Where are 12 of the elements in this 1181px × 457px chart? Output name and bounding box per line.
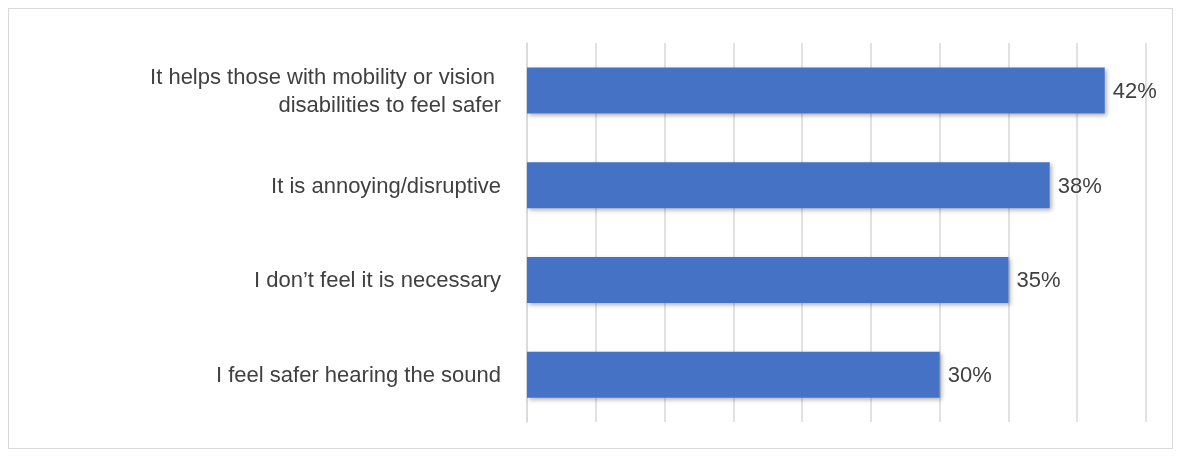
y-tick-label: I feel safer hearing the sound: [216, 362, 501, 388]
bar: [527, 256, 1009, 303]
data-label: 30%: [947, 362, 992, 388]
y-tick-label: I don’t feel it is necessary: [253, 267, 501, 293]
bar: [527, 351, 940, 398]
bar: [527, 162, 1050, 209]
y-tick-label: It is annoying/disruptive: [271, 172, 501, 198]
bar: [527, 67, 1105, 114]
data-label: 42%: [1112, 77, 1157, 103]
y-tick-label: It helps those with mobility or vision disabilities to feel safer: [150, 63, 501, 117]
data-label: 38%: [1057, 172, 1102, 198]
data-label: 35%: [1016, 267, 1061, 293]
